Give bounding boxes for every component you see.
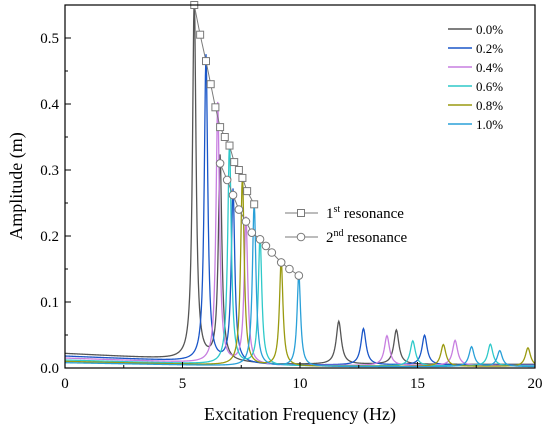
y-tick-label: 0.1: [40, 295, 59, 311]
legend-label: 0.8%: [476, 98, 503, 113]
legend-label: 0.4%: [476, 60, 503, 75]
resonance-1-point: [250, 200, 259, 209]
resonance-2-point: [234, 205, 244, 214]
resonance-legend-item-1: 1st resonance: [285, 204, 404, 222]
y-tick-label: 0.4: [40, 97, 59, 113]
series-line-1-0: [65, 202, 535, 368]
response-curves: [65, 5, 535, 368]
resonance-1-point: [220, 133, 229, 141]
y-tick-label: 0.2: [40, 229, 59, 245]
resonance-2-point: [255, 235, 265, 244]
resonance-1-point: [202, 57, 210, 66]
legend-item-0-2: 0.2%: [448, 41, 503, 56]
resonance-legend-label: 1st resonance: [326, 204, 404, 222]
resonance-2-point: [222, 175, 232, 185]
legend-label: 1.0%: [476, 117, 503, 132]
legend: 0.0% 0.2% 0.4% 0.6% 0.8% 1.0%: [448, 22, 503, 132]
legend-item-1-0: 1.0%: [448, 117, 503, 132]
resonance-legend: 1st resonance 2nd resonance: [285, 204, 408, 246]
legend-item-0-8: 0.8%: [448, 98, 503, 113]
legend-label: 0.2%: [476, 41, 503, 56]
legend-item-0-4: 0.4%: [448, 60, 503, 75]
axis-ticks: [64, 4, 536, 369]
x-tick-label: 15: [410, 376, 425, 392]
resonance-1-point: [234, 166, 243, 174]
y-tick-label: 0.5: [40, 31, 59, 47]
x-tick-label: 20: [528, 376, 543, 392]
resonance-legend-label: 2nd resonance: [326, 228, 408, 246]
legend-label: 0.6%: [476, 79, 503, 94]
resonance-2-point: [294, 271, 304, 280]
legend-item-0-0: 0.0%: [448, 22, 503, 37]
resonance-1-point: [225, 141, 234, 150]
y-tick-label: 0.0: [40, 361, 59, 377]
resonance-1-point: [216, 123, 225, 132]
resonance-1-point: [243, 187, 252, 196]
plot-frame: [64, 4, 536, 369]
resonance-2-point: [241, 217, 251, 226]
resonance-1-point: [211, 103, 220, 112]
resonance-2-point: [247, 228, 257, 237]
resonance-1-point: [206, 80, 215, 89]
x-tick-label: 5: [179, 376, 187, 392]
resonance-2-point: [285, 264, 294, 274]
series-line-0-8: [65, 175, 535, 367]
resonance-2-point: [215, 159, 225, 168]
x-tick-label: 0: [61, 376, 69, 392]
series-line-0-6: [65, 141, 535, 367]
resonance-legend-marker: [297, 209, 305, 217]
resonance-1-point: [230, 158, 239, 167]
legend-label: 0.0%: [476, 22, 503, 37]
resonance-legend-marker: [296, 232, 306, 242]
y-axis-label: Amplitude (m): [6, 132, 27, 239]
resonance-1-point: [238, 173, 247, 182]
y-tick-label: 0.3: [40, 163, 59, 179]
resonance-1-point: [196, 30, 205, 39]
resonance-2-point: [228, 190, 238, 200]
resonance-2-point: [267, 248, 277, 257]
tick-labels: 0 5 10 15 20 0.0 0.1 0.2 0.3 0.4 0.5: [40, 31, 542, 392]
resonance-2-point: [261, 241, 271, 251]
x-axis-label: Excitation Frequency (Hz): [204, 404, 396, 425]
legend-item-0-6: 0.6%: [448, 79, 503, 94]
x-tick-label: 10: [293, 376, 308, 392]
resonance-2-point: [276, 258, 286, 267]
resonance-legend-item-2: 2nd resonance: [285, 228, 408, 246]
